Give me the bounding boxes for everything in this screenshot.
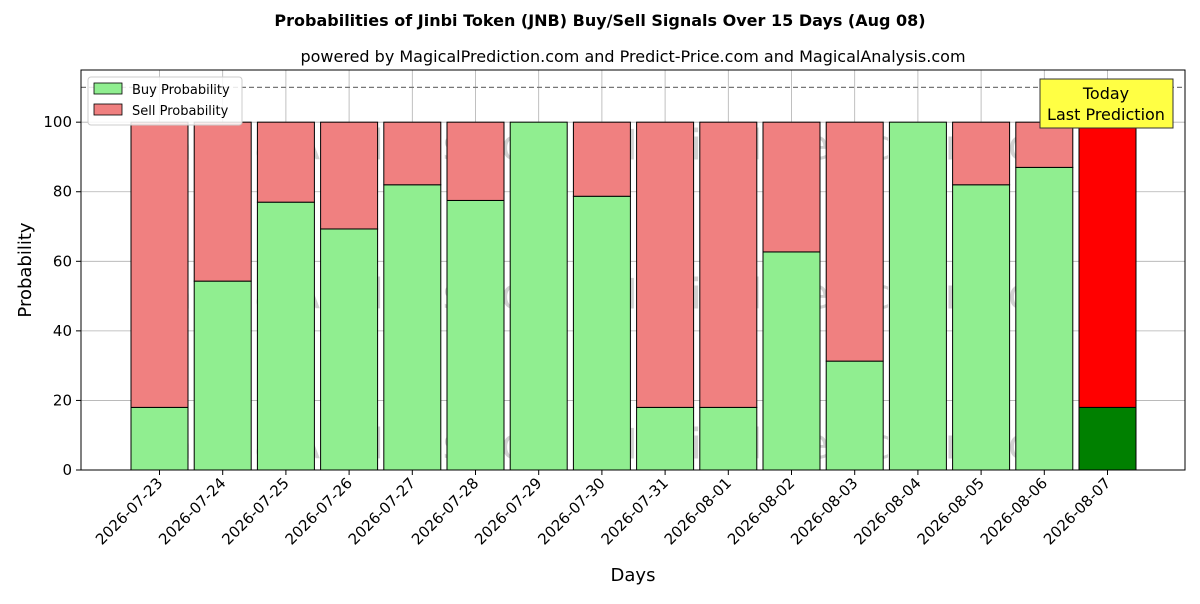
x-tick-label: 2026-07-30	[534, 474, 608, 548]
buy-bar	[383, 184, 442, 471]
legend-sell-swatch	[93, 103, 123, 116]
x-axis-label: Days	[611, 565, 656, 586]
buy-bar	[888, 121, 947, 471]
y-tick-label: 40	[53, 322, 72, 340]
y-tick-label: 60	[53, 252, 72, 270]
today-annotation-line1: Today	[1082, 84, 1129, 103]
plot-frame	[80, 69, 1186, 471]
y-tick-label: 100	[43, 113, 72, 131]
y-tick-label: 80	[53, 183, 72, 201]
sell-bar	[193, 121, 252, 282]
x-tick-label: 2026-08-02	[724, 474, 798, 548]
today-annotation: Today Last Prediction	[1039, 78, 1174, 129]
x-tick-label: 2026-08-04	[850, 474, 924, 548]
x-tick-label: 2026-08-03	[787, 474, 861, 548]
x-tick-label: 2026-07-26	[282, 474, 356, 548]
x-tick-label: 2026-07-28	[408, 474, 482, 548]
x-tick-label: 2026-08-07	[1040, 474, 1114, 548]
buy-bar	[636, 406, 695, 471]
sell-bar	[383, 121, 442, 186]
buy-bar	[762, 251, 821, 471]
buy-bar	[1015, 166, 1074, 471]
sell-bar	[636, 121, 695, 408]
legend-sell-label: Sell Probability	[132, 104, 229, 119]
x-tick-label: 2026-07-29	[471, 474, 545, 548]
sell-bar	[699, 121, 758, 408]
today-annotation-line2: Last Prediction	[1047, 105, 1165, 124]
buy-bar	[1078, 406, 1137, 471]
sell-bar	[572, 121, 631, 197]
sell-bar	[256, 121, 315, 203]
sell-bar	[446, 121, 505, 201]
x-tick-label: 2026-07-23	[92, 474, 166, 548]
buy-bar	[825, 360, 884, 471]
x-tick-label: 2026-07-31	[598, 474, 672, 548]
buy-bar	[952, 184, 1011, 471]
legend-frame	[87, 76, 243, 126]
chart-subtitle: powered by MagicalPrediction.com and Pre…	[300, 47, 965, 66]
buy-bar	[446, 199, 505, 471]
legend-buy-label: Buy Probability	[132, 83, 230, 98]
buy-bar	[509, 121, 568, 471]
x-tick-label: 2026-07-24	[155, 474, 229, 548]
buy-bar	[130, 406, 189, 471]
buy-bar	[320, 228, 379, 471]
buy-bar	[572, 195, 631, 471]
y-tick-label: 20	[53, 391, 72, 409]
y-tick-label: 0	[62, 461, 72, 479]
sell-bar	[1078, 121, 1137, 408]
x-tick-label: 2026-07-25	[218, 474, 292, 548]
legend-buy-swatch	[93, 82, 123, 95]
sell-bar	[320, 121, 379, 230]
buy-bar	[699, 406, 758, 471]
x-tick-label: 2026-08-01	[661, 474, 735, 548]
bar-layer	[81, 86, 1185, 471]
buy-bar	[256, 201, 315, 471]
chart-title: Probabilities of Jinbi Token (JNB) Buy/S…	[274, 11, 925, 30]
sell-bar	[952, 121, 1011, 186]
legend: Buy Probability Sell Probability	[87, 76, 243, 126]
today-annotation-box	[1039, 78, 1174, 129]
sell-bar	[1015, 121, 1074, 168]
x-tick-label: 2026-08-06	[977, 474, 1051, 548]
x-tick-label: 2026-08-05	[914, 474, 988, 548]
y-axis-label: Probability	[15, 222, 36, 317]
sell-bar	[130, 121, 189, 408]
sell-bar	[825, 121, 884, 362]
buy-bar	[193, 280, 252, 471]
sell-bar	[762, 121, 821, 253]
x-tick-label: 2026-07-27	[345, 474, 419, 548]
